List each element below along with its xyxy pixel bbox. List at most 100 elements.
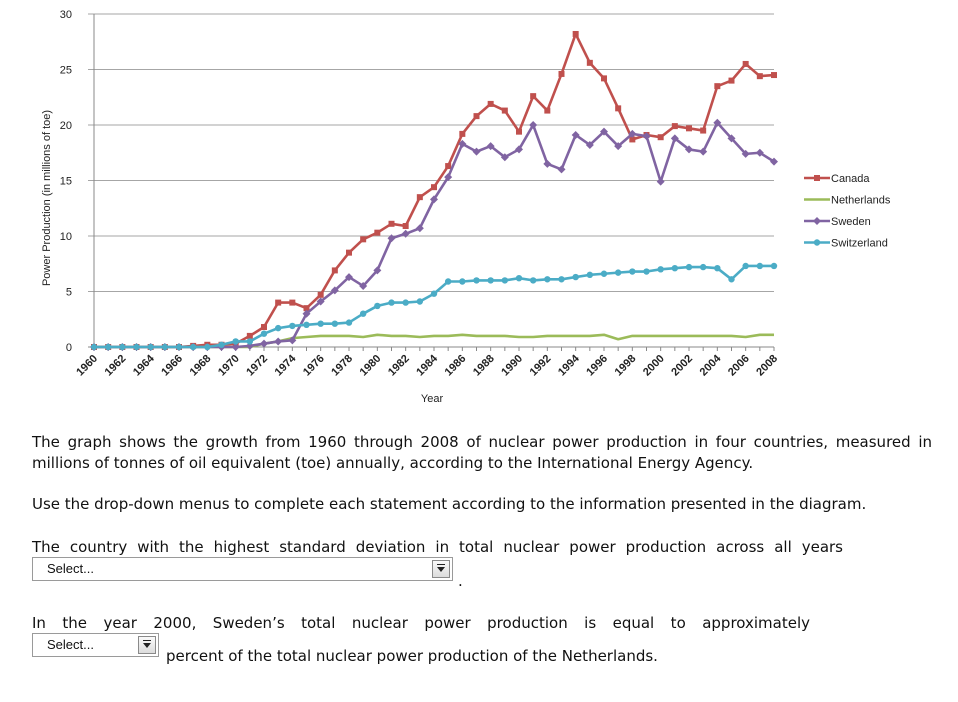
data-point-canada [374,229,381,236]
data-point-switzerland [374,302,381,310]
x-tick-label: 2008 [754,353,780,379]
data-point-sweden [401,229,410,238]
data-point-sweden [670,134,679,143]
data-point-sweden [741,149,750,158]
y-axis-label: Power Production (in millions of toe) [41,110,53,286]
legend-item-switzerland: Switzerland [804,238,888,250]
data-point-switzerland [657,266,664,273]
data-point-switzerland [289,322,296,330]
data-point-switzerland [586,271,594,279]
x-tick-label: 1998 [613,353,639,379]
data-point-canada [331,267,338,274]
data-point-switzerland [699,263,707,271]
data-point-canada [742,60,749,67]
data-point-canada [346,249,352,256]
data-point-canada [445,163,452,170]
data-point-canada [303,305,310,312]
data-point-canada [261,324,267,331]
dropdown-arrow-icon[interactable] [138,636,156,654]
data-point-switzerland [515,274,523,282]
data-point-canada [530,93,537,100]
x-tick-label: 1992 [528,353,554,379]
x-tick-label: 1962 [103,353,129,379]
data-point-switzerland [104,343,112,351]
x-tick-label: 2004 [698,352,724,378]
data-point-switzerland [742,262,749,270]
data-point-sweden [585,140,594,149]
chart-legend: Canada Netherlands Sweden Switzerland [804,173,891,250]
data-point-switzerland [218,341,225,348]
data-point-canada [487,100,494,107]
legend-label-sweden: Sweden [831,216,871,228]
x-tick-label: 1964 [131,352,157,378]
data-point-switzerland [600,270,608,277]
chart-series [90,30,778,351]
data-point-switzerland [331,320,339,327]
x-tick-label: 1994 [556,352,582,378]
data-point-switzerland [260,330,268,337]
question1-suffix: . [458,572,463,590]
data-point-canada [544,107,551,114]
data-point-switzerland [430,290,438,297]
data-point-canada [317,291,324,298]
data-point-switzerland [728,276,735,283]
data-point-switzerland [614,269,622,276]
data-point-switzerland [643,268,650,275]
data-point-switzerland [133,343,140,351]
legend-marker-canada [814,175,820,181]
data-point-switzerland [274,324,282,332]
x-tick-label: 1986 [443,353,469,379]
series-line-canada [94,32,775,349]
data-point-canada [289,299,296,306]
data-point-sweden [699,147,708,156]
dropdown-arrow-icon[interactable] [432,560,450,578]
data-point-canada [459,130,466,137]
data-point-canada [572,30,579,37]
data-point-switzerland [473,277,480,284]
x-tick-label: 1966 [159,353,185,379]
x-tick-label: 1984 [414,352,440,378]
data-point-canada [416,194,423,201]
data-point-switzerland [770,262,778,270]
x-tick-label: 1960 [74,353,100,379]
legend-label-netherlands: Netherlands [831,195,891,207]
data-point-sweden [600,127,608,136]
data-point-sweden [515,145,523,154]
data-point-sweden [770,157,778,166]
x-tick-label: 2002 [669,353,695,379]
data-point-sweden [685,145,693,154]
data-point-switzerland [459,278,466,285]
y-axis-ticks: 0 5 10 15 20 25 30 [60,9,72,354]
data-point-sweden [415,224,424,233]
x-tick-label: 1978 [329,353,355,379]
data-point-switzerland [303,321,310,328]
data-point-sweden [486,142,495,151]
x-tick-label: 1970 [216,353,242,379]
data-point-switzerland [685,263,693,271]
legend-marker-sweden [813,217,821,225]
intro-paragraph: The graph shows the growth from 1960 thr… [32,433,932,472]
data-point-switzerland [175,343,183,351]
data-point-switzerland [572,273,579,281]
x-axis-label: Year [421,393,444,405]
data-point-switzerland [189,343,197,351]
data-point-sweden [557,165,566,174]
question2-select[interactable]: Select... [32,633,159,657]
data-point-switzerland [444,278,452,285]
data-point-sweden [444,173,453,182]
x-tick-label: 1980 [358,353,384,379]
x-tick-label: 1996 [584,353,610,379]
data-point-switzerland [359,310,367,317]
data-point-canada [516,128,522,135]
data-point-switzerland [416,298,424,305]
data-point-canada [402,223,409,230]
x-tick-label: 1974 [273,352,299,378]
data-point-sweden [571,130,580,139]
data-point-canada [629,136,636,143]
question1-select[interactable]: Select... [32,557,453,581]
data-point-canada [671,123,678,130]
series-canada [91,30,777,350]
data-point-sweden [642,132,651,141]
data-point-switzerland [402,299,409,306]
question1-select-value: Select... [47,561,94,576]
